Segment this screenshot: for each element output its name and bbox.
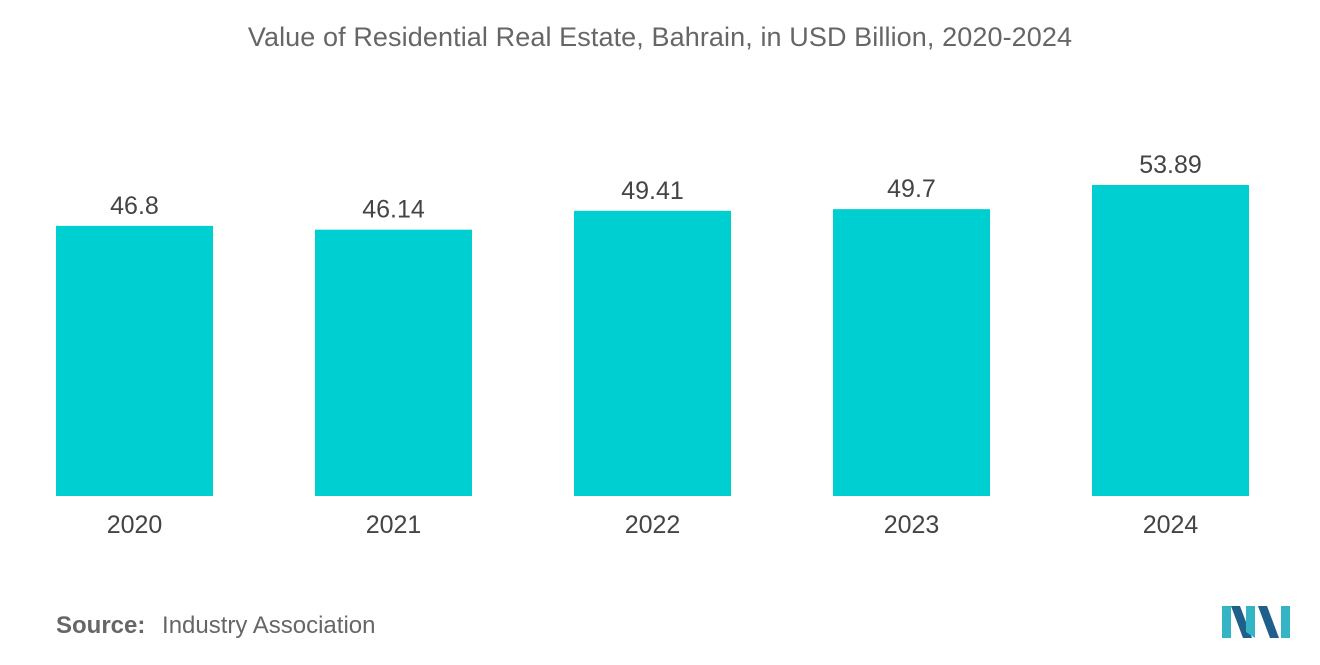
logo-shape-5 (1281, 606, 1290, 638)
bar-2020 (56, 225, 213, 496)
source-note: Source: Industry Association (56, 612, 375, 640)
value-label-2020: 46.8 (110, 192, 159, 220)
logo-shape-1 (1222, 606, 1231, 638)
bar-2023 (833, 209, 990, 497)
bar-2024 (1092, 184, 1249, 497)
source-value: Industry Association (162, 612, 376, 639)
logo-shape-3 (1246, 606, 1255, 638)
bar-2022 (574, 210, 731, 496)
value-labels-layer: 46.8 46.14 49.41 49.7 53.89 (110, 151, 1202, 224)
value-label-2023: 49.7 (887, 175, 936, 203)
bar-chart: 46.8 46.14 49.41 49.7 53.89 2020 2021 2022 2023… (56, 151, 1249, 539)
logo-shape-4 (1258, 606, 1279, 638)
x-tick-label-2022: 2022 (625, 511, 681, 539)
source-label: Source: (56, 612, 146, 639)
x-tick-label-2020: 2020 (107, 511, 163, 539)
value-label-2024: 53.89 (1139, 151, 1202, 179)
value-label-2022: 49.41 (621, 177, 684, 205)
x-tick-label-2023: 2023 (884, 511, 940, 539)
brand-logo-icon (1222, 606, 1290, 638)
x-tick-label-2021: 2021 (366, 511, 422, 539)
value-label-2021: 46.14 (362, 196, 425, 224)
x-tick-label-2024: 2024 (1143, 511, 1199, 539)
bar-2021 (315, 229, 472, 496)
tick-labels-layer: 2020 2021 2022 2023 2024 (107, 511, 1199, 539)
chart-title: Value of Residential Real Estate, Bahrai… (247, 22, 1073, 52)
bars-layer (56, 184, 1249, 497)
